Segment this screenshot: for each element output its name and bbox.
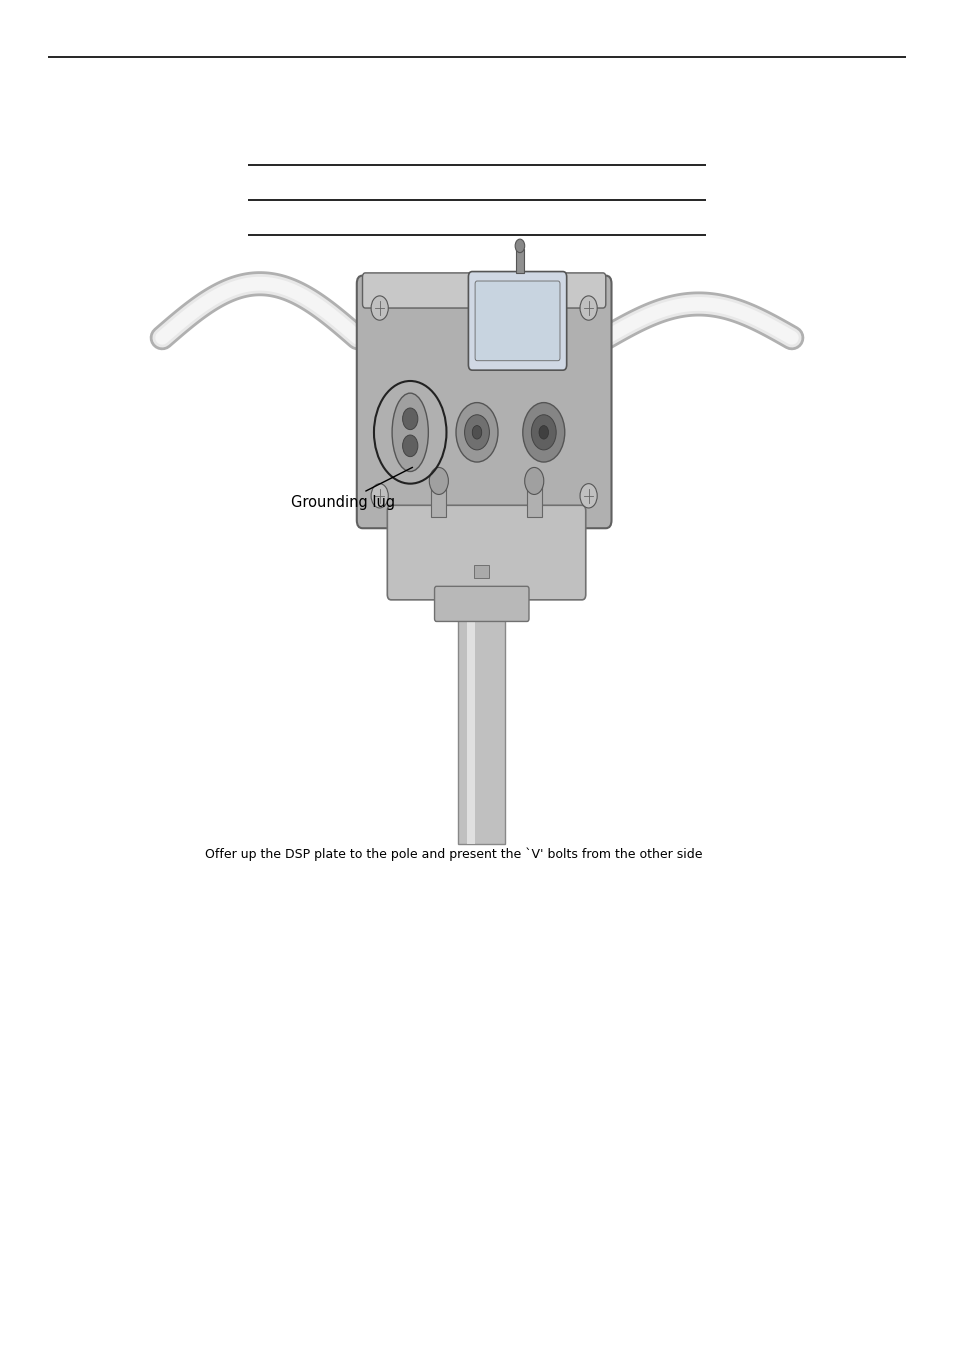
Circle shape [429, 467, 448, 494]
Circle shape [464, 415, 489, 450]
Circle shape [538, 426, 548, 439]
Bar [457, 594, 505, 844]
Bar [526, 484, 541, 517]
Circle shape [402, 435, 417, 457]
FancyBboxPatch shape [362, 273, 605, 308]
Circle shape [522, 403, 564, 462]
Circle shape [402, 408, 417, 430]
Text: Grounding lug: Grounding lug [291, 467, 412, 511]
Circle shape [371, 296, 388, 320]
FancyBboxPatch shape [387, 505, 585, 600]
Circle shape [531, 415, 556, 450]
Bar [474, 565, 489, 578]
Circle shape [371, 484, 388, 508]
Bar [467, 594, 475, 844]
Circle shape [515, 239, 524, 253]
FancyBboxPatch shape [434, 586, 528, 621]
Bar [455, 497, 507, 608]
Circle shape [579, 484, 597, 508]
FancyBboxPatch shape [468, 272, 566, 370]
Circle shape [472, 426, 481, 439]
Circle shape [524, 467, 543, 494]
FancyBboxPatch shape [356, 276, 611, 528]
Ellipse shape [392, 393, 428, 471]
Circle shape [579, 296, 597, 320]
Bar [516, 249, 523, 273]
FancyBboxPatch shape [475, 281, 559, 361]
Circle shape [456, 403, 497, 462]
Bar [431, 484, 446, 517]
Text: Offer up the DSP plate to the pole and present the `V' bolts from the other side: Offer up the DSP plate to the pole and p… [205, 847, 701, 861]
